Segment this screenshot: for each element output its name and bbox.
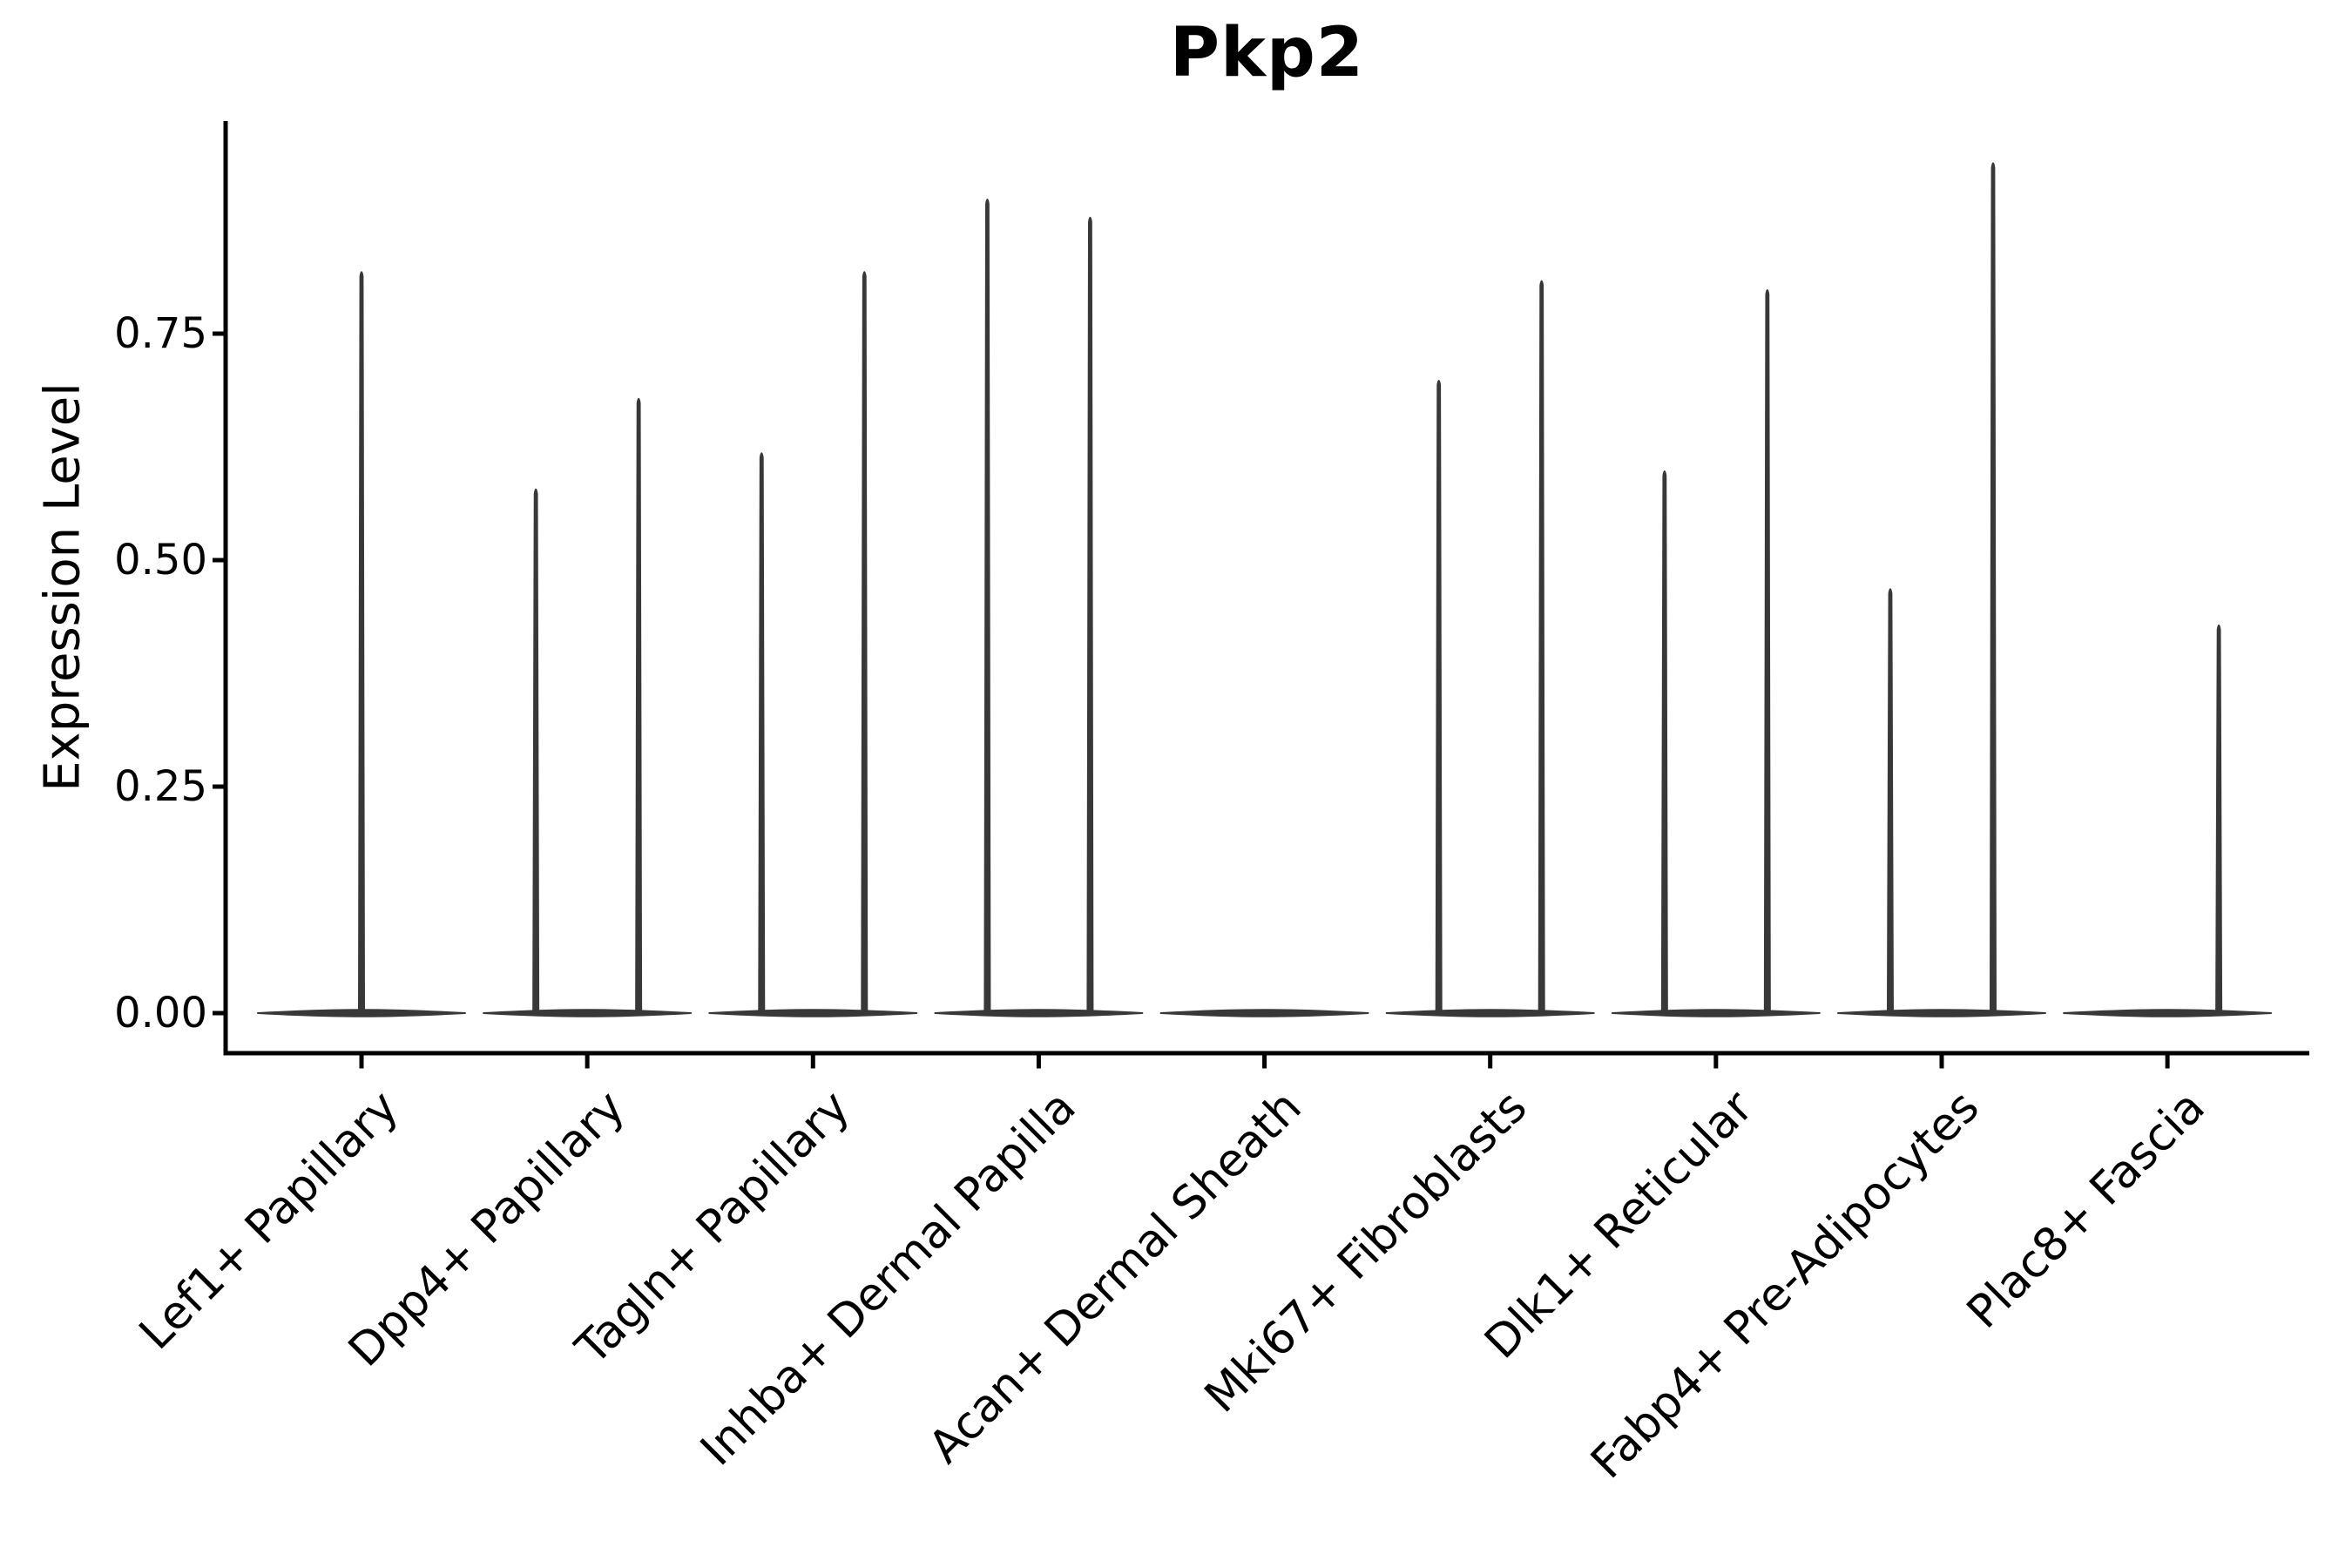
violin-base [708, 1009, 918, 1017]
violin-base [1385, 1009, 1595, 1017]
chart-title: Pkp2 [1169, 14, 1365, 92]
y-tick-label: 0.75 [114, 309, 207, 358]
x-tick-mark [1036, 1055, 1041, 1069]
violin-spike [1660, 470, 1668, 1014]
violin-base [1836, 1009, 2046, 1017]
x-axis-spine [223, 1051, 2309, 1056]
violin-spike [1538, 280, 1545, 1014]
y-tick-label: 0.25 [114, 762, 207, 811]
violin-spike [532, 488, 540, 1014]
violin-spike [983, 199, 991, 1014]
y-tick-mark [213, 1010, 225, 1016]
x-tick-mark [1713, 1055, 1719, 1069]
violin-spike [1086, 216, 1094, 1014]
y-axis-title: Expression Level [34, 382, 91, 792]
y-tick-mark [213, 331, 225, 336]
violin-base [1159, 1009, 1369, 1017]
y-axis-spine [223, 121, 228, 1056]
y-tick-mark [213, 784, 225, 789]
violin-spike [1886, 588, 1894, 1014]
y-tick-mark [213, 558, 225, 563]
x-tick-mark [2165, 1055, 2170, 1069]
x-tick-mark [585, 1055, 590, 1069]
y-tick-label: 0.50 [114, 536, 207, 585]
x-tick-mark [1939, 1055, 1944, 1069]
violin-base [1611, 1009, 1821, 1017]
violin-spike [1763, 289, 1771, 1014]
x-tick-mark [1488, 1055, 1493, 1069]
violin-base [483, 1009, 693, 1017]
violin-spike [758, 452, 766, 1014]
y-tick-label: 0.00 [114, 989, 207, 1037]
x-tick-mark [810, 1055, 815, 1069]
violin-spike [635, 397, 643, 1014]
violin-spike [1989, 162, 1997, 1014]
violin-spike [358, 271, 365, 1014]
violin-spike [861, 271, 868, 1014]
violin-base [2063, 1009, 2273, 1017]
violin-spike [2215, 624, 2223, 1014]
x-tick-mark [359, 1055, 364, 1069]
violin-spike [1435, 380, 1443, 1014]
x-tick-mark [1262, 1055, 1267, 1069]
violin-base [934, 1009, 1144, 1017]
